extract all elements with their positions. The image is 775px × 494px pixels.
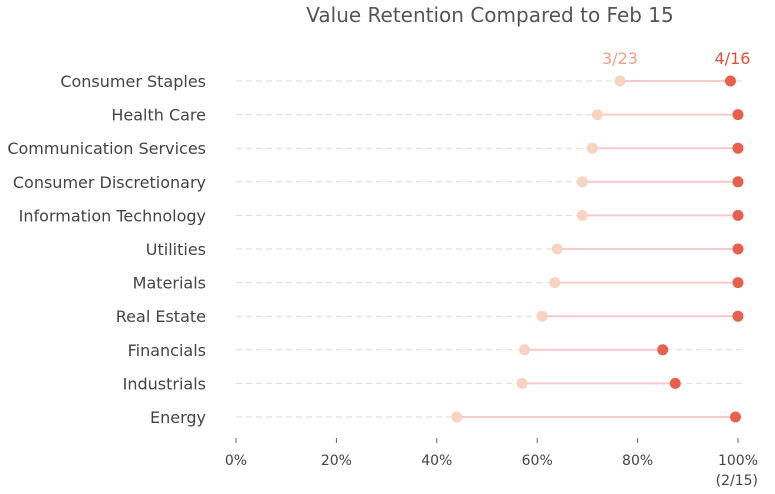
start-point-real-estate (536, 310, 548, 322)
start-point-financials (519, 344, 531, 356)
start-point-energy (451, 411, 463, 423)
series-label-end: 4/16 (715, 49, 751, 68)
end-point-financials (657, 344, 669, 356)
category-label-financials: Financials (128, 341, 206, 360)
end-point-health-care (732, 109, 744, 121)
x-axis-note: (2/15) (716, 473, 758, 489)
start-point-consumer-staples (614, 75, 626, 87)
end-point-energy (729, 411, 741, 423)
data-points (451, 75, 744, 423)
category-label-real-estate: Real Estate (116, 307, 206, 326)
end-point-consumer-staples (724, 75, 736, 87)
start-point-utilities (551, 243, 563, 255)
category-label-utilities: Utilities (146, 240, 206, 259)
x-tick-label-0: 0% (225, 453, 247, 469)
category-label-energy: Energy (150, 408, 206, 427)
end-point-materials (732, 277, 744, 289)
category-labels: Consumer Staples Health Care Communication… (7, 72, 206, 427)
start-point-communication-services (586, 142, 598, 154)
end-point-real-estate (732, 310, 744, 322)
series-label-start: 3/23 (602, 49, 638, 68)
chart-title: Value Retention Compared to Feb 15 (306, 3, 674, 27)
category-label-consumer-staples: Consumer Staples (60, 72, 206, 91)
category-label-industrials: Industrials (123, 374, 206, 393)
start-point-consumer-discretionary (576, 176, 588, 188)
end-point-consumer-discretionary (732, 176, 744, 188)
category-label-health-care: Health Care (111, 106, 206, 125)
end-point-utilities (732, 243, 744, 255)
start-point-materials (549, 277, 561, 289)
start-point-industrials (516, 377, 528, 389)
category-label-materials: Materials (133, 274, 206, 293)
end-point-industrials (669, 377, 681, 389)
end-point-communication-services (732, 142, 744, 154)
category-label-information-technology: Information Technology (19, 206, 206, 225)
x-axis-ticks: 0% 20% 40% 60% 80% 100% (225, 438, 758, 469)
connector-lines (456, 80, 738, 418)
end-point-information-technology (732, 209, 744, 221)
x-tick-label-80: 80% (622, 453, 653, 469)
x-tick-label-100: 100% (718, 453, 758, 469)
x-tick-label-40: 40% (421, 453, 452, 469)
start-point-information-technology (576, 209, 588, 221)
category-label-communication-services: Communication Services (7, 139, 206, 158)
category-label-consumer-discretionary: Consumer Discretionary (13, 173, 206, 192)
x-tick-label-60: 60% (522, 453, 553, 469)
x-tick-label-20: 20% (321, 453, 352, 469)
start-point-health-care (591, 109, 603, 121)
series-labels: 3/23 4/16 (602, 49, 750, 68)
